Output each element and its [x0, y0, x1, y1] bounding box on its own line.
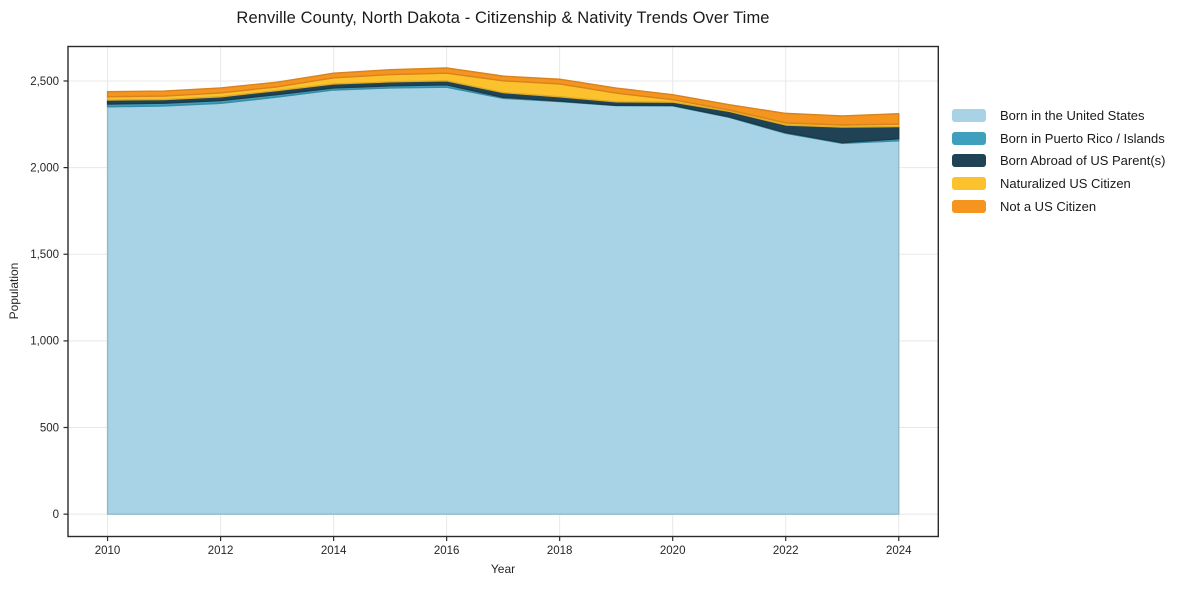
y-tick-label: 1,500	[30, 249, 59, 261]
x-tick-label: 2022	[773, 545, 799, 557]
legend-swatch-icon	[952, 154, 986, 168]
legend-item-1: Born in Puerto Rico / Islands	[952, 130, 1165, 146]
x-axis-label: Year	[490, 562, 516, 576]
legend-swatch-icon	[952, 131, 986, 145]
area-series-0	[106, 86, 900, 515]
area-series-4	[106, 67, 900, 126]
x-tick-label: 2012	[208, 545, 234, 557]
legend-item-4: Not a US Citizen	[952, 198, 1165, 214]
y-tick-label: 2,000	[30, 162, 59, 174]
legend-label: Naturalized US Citizen	[1000, 176, 1131, 192]
legend-swatch-icon	[952, 109, 986, 122]
legend-swatch-icon	[952, 177, 986, 191]
axes: 2010 2012 2014 2016 2018 2020 2022 2024 0 500 1,00…	[30, 76, 912, 557]
legend-label: Born in the United States	[1000, 108, 1145, 123]
legend-label: Born Abroad of US Parent(s)	[1000, 153, 1166, 169]
legend-item-3: Naturalized US Citizen	[952, 176, 1165, 192]
y-tick-label: 500	[40, 422, 59, 434]
y-tick-label: 2,500	[30, 76, 59, 88]
legend-swatch-icon	[952, 199, 986, 213]
legend-item-0: Born in the United States	[952, 109, 1165, 122]
x-tick-label: 2010	[95, 545, 121, 557]
legend-label: Not a US Citizen	[1000, 198, 1097, 214]
x-tick-label: 2014	[321, 545, 347, 557]
legend: Born in the United States Born in Puerto …	[952, 109, 1165, 213]
plot-frame	[67, 45, 939, 538]
x-tick-label: 2024	[886, 545, 912, 557]
legend-label: Born in Puerto Rico / Islands	[1000, 130, 1165, 146]
x-tick-label: 2018	[547, 545, 573, 557]
y-tick-label: 0	[53, 509, 59, 521]
legend-item-2: Born Abroad of US Parent(s)	[952, 153, 1166, 169]
stacked-areas	[106, 67, 900, 515]
x-tick-label: 2020	[660, 545, 686, 557]
chart-title: Renville County, North Dakota - Citizens…	[236, 9, 770, 27]
x-tick-label: 2016	[434, 545, 460, 557]
y-tick-label: 1,000	[30, 336, 59, 348]
